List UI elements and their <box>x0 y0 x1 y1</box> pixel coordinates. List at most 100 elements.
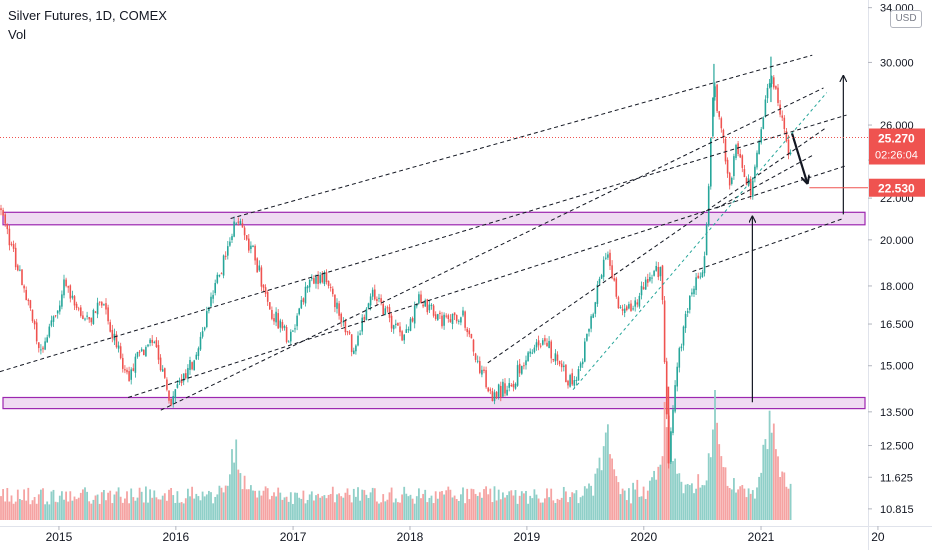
volume-bar <box>686 483 689 520</box>
candle-body <box>17 265 19 271</box>
candle-body <box>264 287 267 294</box>
dashed-trendline[interactable] <box>230 54 813 219</box>
volume-bar <box>712 429 714 520</box>
volume-bar <box>594 473 597 520</box>
candle-body <box>2 209 4 216</box>
candle-body <box>752 180 754 197</box>
volume-bar <box>231 449 233 520</box>
volume-bar <box>510 490 513 520</box>
candle-body <box>567 380 569 386</box>
candle-body <box>216 274 219 283</box>
volume-bar <box>182 503 185 520</box>
candle-body <box>138 351 141 353</box>
volume-bar <box>283 497 286 520</box>
candle-body <box>531 352 534 354</box>
dashed-trendline[interactable] <box>127 165 847 398</box>
bold-down-arrow[interactable] <box>791 133 807 183</box>
candle-body <box>103 304 105 306</box>
support-resistance-zone[interactable] <box>2 211 866 226</box>
volume-bar <box>58 495 61 520</box>
volume-bar <box>462 487 464 520</box>
volume-bar <box>558 499 561 520</box>
candle-body <box>672 409 674 433</box>
candle-body <box>523 365 525 367</box>
volume-bar <box>178 502 181 520</box>
candle-body <box>75 303 78 308</box>
dashed-trendline[interactable] <box>0 114 847 373</box>
candle-body <box>115 334 118 348</box>
time-axis[interactable]: 2015 2016 2017 2018 2019 2020 2021 20 <box>0 526 932 544</box>
volume-bar <box>422 493 424 520</box>
candle-body <box>239 221 242 225</box>
dashed-trendline[interactable] <box>716 154 815 209</box>
candle-body <box>227 246 229 256</box>
volume-bar <box>600 470 603 520</box>
candle-body <box>420 294 422 303</box>
dashed-trendline[interactable] <box>487 128 826 364</box>
volume-bar <box>735 492 737 520</box>
volume-bar <box>350 502 353 520</box>
chart-legend: Silver Futures, 1D, COMEX Vol <box>8 6 167 44</box>
candle-body <box>554 353 557 362</box>
volume-bar <box>730 489 733 520</box>
volume-bar <box>180 502 183 520</box>
volume-bar <box>260 495 263 520</box>
volume-bar <box>382 494 385 520</box>
candle-body <box>460 317 462 323</box>
candle-body <box>592 314 594 318</box>
trendlines[interactable] <box>0 54 847 411</box>
volume-label[interactable]: Vol <box>8 27 27 42</box>
candle-body <box>653 270 655 276</box>
time-axis-label: 20 <box>871 530 885 544</box>
time-axis-label: 2018 <box>397 530 424 544</box>
candle-body <box>63 279 65 296</box>
candle-body <box>659 266 662 277</box>
volume-bars[interactable] <box>0 390 792 520</box>
candle-body <box>29 300 32 309</box>
candle-body <box>161 369 164 372</box>
volume-bar <box>428 497 431 520</box>
candles[interactable] <box>0 56 792 469</box>
volume-bar <box>674 458 676 520</box>
candle-body <box>122 357 124 369</box>
volume-bar <box>216 494 219 520</box>
volume-bar <box>218 485 221 520</box>
candle-body <box>754 166 756 179</box>
volume-bar <box>334 502 336 520</box>
volume-bar <box>145 486 147 520</box>
candle-body <box>579 363 582 368</box>
support-resistance-zone[interactable] <box>2 396 866 410</box>
symbol-title[interactable]: Silver Futures, 1D, COMEX <box>8 8 167 23</box>
volume-bar <box>630 503 632 520</box>
candle-body <box>781 115 783 118</box>
candle-body <box>434 314 437 319</box>
price-axis[interactable]: 34.00030.00026.00024.00022.00020.00018.0… <box>868 0 914 550</box>
candle-body <box>594 302 597 314</box>
candle-body <box>699 276 702 278</box>
volume-bar <box>289 492 292 520</box>
volume-bar <box>411 498 414 520</box>
volume-bar <box>79 492 82 520</box>
dashed-trendline[interactable] <box>692 218 844 273</box>
volume-bar <box>163 493 166 520</box>
last-price-label[interactable]: 25.270 02:26:04 <box>869 128 925 165</box>
dashed-trendline[interactable] <box>160 87 824 411</box>
target-price-label[interactable]: 22.530 <box>869 178 925 197</box>
candle-body <box>489 389 492 391</box>
time-axis-label: 2021 <box>748 530 775 544</box>
candle-body <box>363 316 366 320</box>
volume-bar <box>386 499 389 520</box>
candle-body <box>98 301 101 303</box>
green-dashed-trendline[interactable] <box>572 92 828 391</box>
volume-bar <box>466 488 469 520</box>
candle-body <box>642 287 645 290</box>
currency-badge[interactable]: USD <box>890 10 922 28</box>
volume-bar <box>172 495 175 520</box>
candle-body <box>733 156 735 177</box>
volume-bar <box>607 424 609 520</box>
volume-bar <box>128 503 130 520</box>
price-axis-label: 20.000 <box>880 235 914 247</box>
volume-bar <box>273 492 275 520</box>
